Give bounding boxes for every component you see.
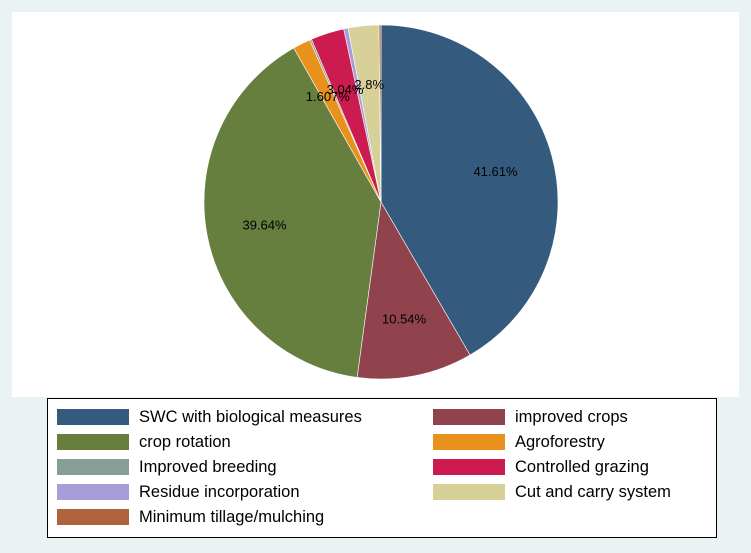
legend-item: Agroforestry [433,432,605,452]
slice-label-2: 39.64% [242,217,287,232]
legend-swatch [57,484,129,500]
slice-label-1: 10.54% [382,311,427,326]
legend-swatch [433,484,505,500]
legend: SWC with biological measures improved cro… [47,398,717,538]
pie-chart: 41.61% 10.54% 39.64% 1.607%3.04%2.8% [203,24,559,380]
pie-slice-2 [203,47,382,378]
legend-label: Cut and carry system [515,482,671,501]
legend-swatch [433,434,505,450]
legend-swatch [57,459,129,475]
legend-item: Residue incorporation [57,482,300,502]
pie-slice-8 [378,24,382,203]
legend-swatch [433,459,505,475]
plot-region: 41.61% 10.54% 39.64% 1.607% 3.04% 2.8% [12,12,739,397]
legend-item: improved crops [433,407,628,427]
legend-swatch [57,509,129,525]
slice-label-5: 3.04% [327,82,364,97]
pie-slice-1 [356,201,471,380]
pie-slice-0 [380,24,559,356]
legend-item: crop rotation [57,432,231,452]
legend-label: Minimum tillage/mulching [139,507,325,526]
legend-label: crop rotation [139,432,231,451]
legend-item: Minimum tillage/mulching [57,507,324,527]
legend-label: Controlled grazing [515,457,649,476]
legend-swatch [57,434,129,450]
legend-label: Agroforestry [515,432,605,451]
legend-swatch [433,409,505,425]
legend-swatch [57,409,129,425]
legend-label: improved crops [515,407,628,426]
slice-label-7: 2.8% [354,77,384,92]
legend-item: Cut and carry system [433,482,671,502]
slice-label-3: 1.607% [306,89,351,104]
legend-label: Residue incorporation [139,482,300,501]
legend-label: SWC with biological measures [139,407,362,426]
legend-item: Controlled grazing [433,457,649,477]
legend-item: SWC with biological measures [57,407,362,427]
legend-label: Improved breeding [139,457,277,476]
legend-item: Improved breeding [57,457,277,477]
slice-label-0: 41.61% [473,164,518,179]
